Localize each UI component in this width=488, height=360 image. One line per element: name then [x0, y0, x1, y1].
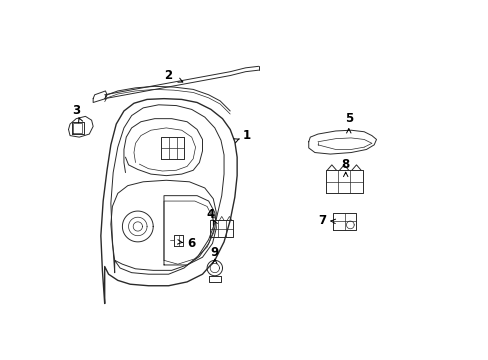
Text: 3: 3	[72, 104, 80, 117]
Text: 1: 1	[243, 129, 251, 142]
Text: 9: 9	[210, 246, 219, 259]
Text: 8: 8	[341, 158, 349, 171]
Text: 2: 2	[164, 69, 172, 82]
Text: 5: 5	[344, 112, 352, 125]
Text: 6: 6	[186, 237, 195, 250]
Text: 7: 7	[318, 214, 326, 227]
Text: 4: 4	[205, 208, 214, 221]
